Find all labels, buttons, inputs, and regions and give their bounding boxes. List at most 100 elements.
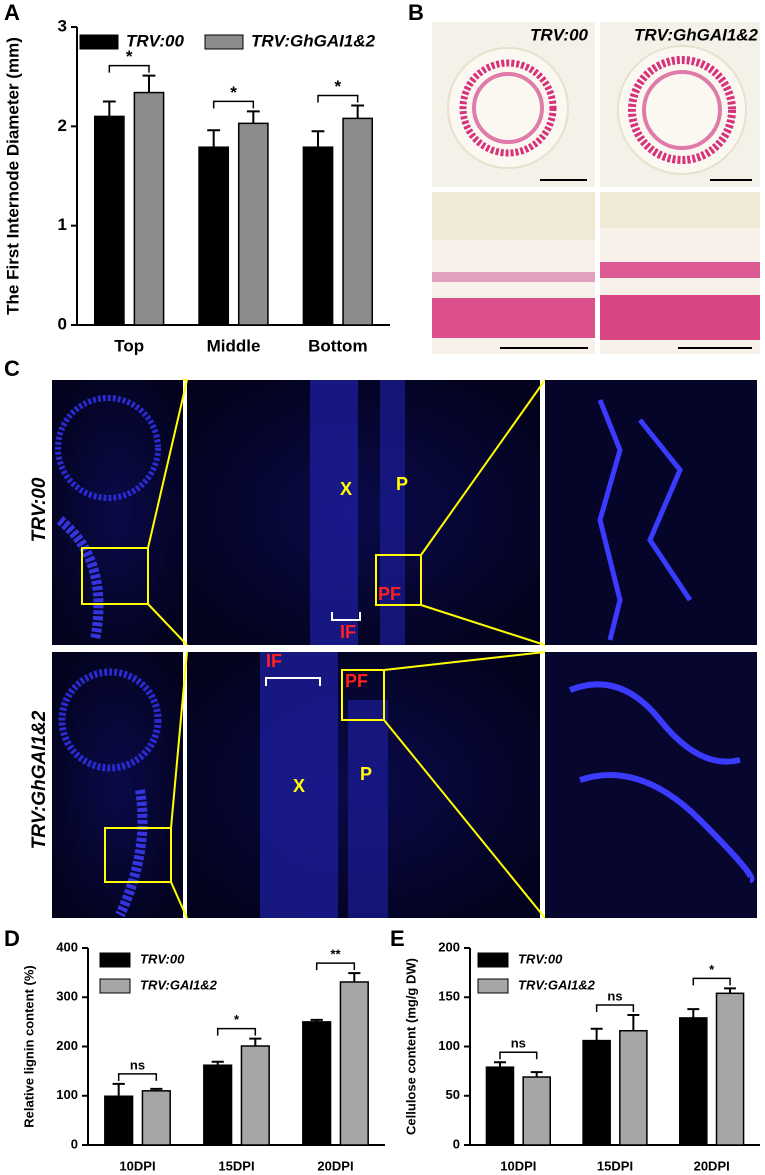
legend-label: TRV:GAI1&2 xyxy=(140,977,218,992)
zoom-box xyxy=(375,554,422,606)
ring xyxy=(55,395,161,501)
panel-label: D xyxy=(4,926,20,951)
image-label: TRV:GhGAI1&2 xyxy=(634,25,759,44)
ring xyxy=(432,298,595,338)
y-axis-label: Relative lignin content (%) xyxy=(21,965,36,1128)
xylem xyxy=(260,652,338,918)
row-label: TRV:00 xyxy=(29,477,50,542)
ring xyxy=(432,272,595,282)
panel-label: C xyxy=(4,356,20,381)
error-bar xyxy=(310,1018,323,1022)
phloem xyxy=(380,380,405,645)
significance-bracket xyxy=(216,1027,257,1036)
error-bar xyxy=(590,1027,603,1041)
legend-swatch xyxy=(99,952,131,968)
annotation: PF xyxy=(345,671,368,691)
legend-swatch xyxy=(477,952,509,968)
legend-swatch xyxy=(99,978,131,994)
annotation: P xyxy=(360,764,372,784)
significance-bracket xyxy=(595,1004,635,1012)
significance-label: ns xyxy=(511,1036,526,1051)
ring xyxy=(459,59,557,157)
error-bar xyxy=(311,130,325,148)
y-tick-label: 0 xyxy=(453,1136,460,1151)
zoom-box xyxy=(81,547,149,605)
bar xyxy=(582,1039,611,1146)
panel-c: TRV:00 TRV:GhGAI1&2 X P PF IF X P PF IF xyxy=(29,379,757,919)
phloem xyxy=(348,700,388,918)
legend-label: TRV:00 xyxy=(140,951,185,966)
bracket xyxy=(331,612,361,621)
ring xyxy=(642,70,722,150)
bracket xyxy=(265,677,321,686)
panel-label: A xyxy=(4,0,20,25)
zoom-box xyxy=(104,827,172,883)
image xyxy=(187,380,540,645)
ring xyxy=(600,295,760,340)
bar xyxy=(522,1076,551,1146)
x-tick-label: 15DPI xyxy=(218,1158,254,1173)
zoom-line xyxy=(383,719,546,919)
bar xyxy=(198,146,230,326)
cells xyxy=(568,681,755,883)
y-tick-label: 1 xyxy=(58,215,67,234)
ring xyxy=(600,262,760,278)
bar xyxy=(133,91,165,326)
annotation: P xyxy=(396,474,408,494)
zoom-line xyxy=(420,604,546,646)
zoom-box xyxy=(341,669,385,721)
x-tick-label: Middle xyxy=(207,336,261,355)
bar xyxy=(342,117,374,326)
x-tick-label: Bottom xyxy=(308,336,367,355)
annotation: PF xyxy=(378,584,401,604)
error-bar xyxy=(211,1060,224,1066)
cells xyxy=(597,399,693,641)
significance-label: * xyxy=(335,77,342,96)
ring xyxy=(472,72,544,144)
x-tick-label: 20DPI xyxy=(317,1158,353,1173)
zoom-line xyxy=(170,651,188,829)
significance-label: * xyxy=(234,1012,240,1027)
image xyxy=(52,652,183,918)
bar xyxy=(302,1021,332,1146)
zoom-line xyxy=(170,881,188,919)
error-bar xyxy=(494,1061,506,1068)
legend-swatch xyxy=(477,978,509,994)
x-tick-label: 10DPI xyxy=(119,1158,155,1173)
error-bar xyxy=(627,1013,640,1031)
legend-label: TRV:00 xyxy=(126,31,184,50)
bar xyxy=(715,992,745,1146)
y-tick-label: 300 xyxy=(56,989,78,1004)
y-tick-label: 150 xyxy=(438,989,460,1004)
error-bar xyxy=(112,1082,125,1097)
bar xyxy=(104,1095,134,1146)
y-tick-label: 0 xyxy=(58,314,67,333)
annotation: X xyxy=(293,776,305,796)
legend-swatch xyxy=(204,34,244,50)
zoom-line xyxy=(147,603,188,646)
y-axis-label: Cellulose content (mg/g DW) xyxy=(403,958,418,1135)
annotation: X xyxy=(340,479,352,499)
significance-bracket xyxy=(315,962,356,971)
bar xyxy=(485,1066,515,1146)
bar xyxy=(93,115,125,326)
bar xyxy=(619,1029,648,1146)
legend-label: TRV:00 xyxy=(518,951,563,966)
x-tick-label: 15DPI xyxy=(597,1158,633,1173)
error-bar xyxy=(348,972,361,982)
zoom-line xyxy=(383,651,546,671)
bar xyxy=(203,1064,233,1146)
bar xyxy=(339,981,369,1146)
significance-label: * xyxy=(709,962,715,977)
error-bar xyxy=(207,129,221,148)
y-tick-label: 200 xyxy=(56,1038,78,1053)
y-tick-label: 50 xyxy=(446,1087,460,1102)
bar xyxy=(302,146,334,326)
x-tick-label: Top xyxy=(114,336,144,355)
y-tick-label: 400 xyxy=(56,939,78,954)
zoom-line xyxy=(420,379,546,556)
image-label: TRV:00 xyxy=(530,25,588,44)
y-tick-label: 3 xyxy=(58,16,67,35)
error-bar xyxy=(142,74,156,93)
